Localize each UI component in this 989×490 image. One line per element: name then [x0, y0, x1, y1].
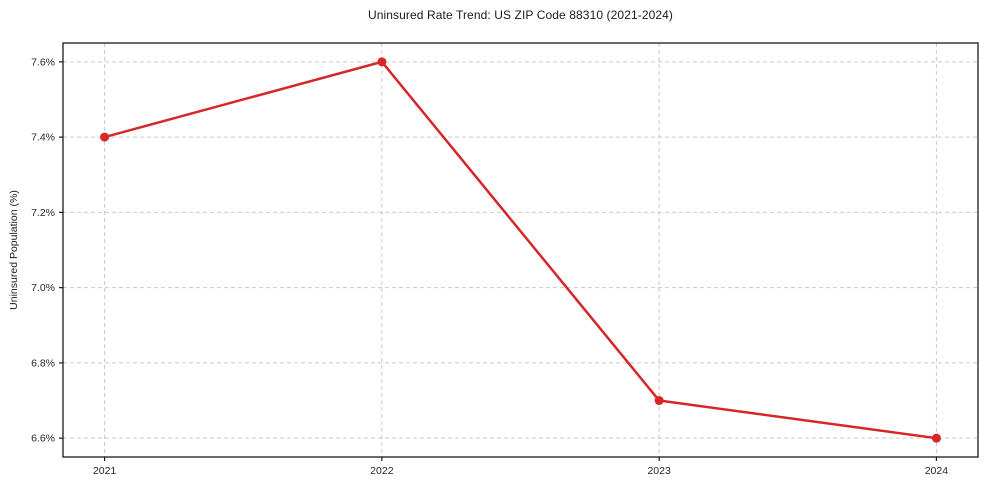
- y-tick-label: 7.4%: [31, 132, 55, 144]
- y-tick-label: 7.2%: [31, 207, 55, 219]
- data-point-marker: [654, 396, 664, 406]
- x-tick-label: 2022: [370, 465, 394, 477]
- plot-border: [62, 42, 979, 458]
- y-tick-label: 7.0%: [31, 282, 55, 294]
- data-point-marker: [931, 433, 941, 443]
- x-tick-label: 2024: [925, 465, 949, 477]
- x-tick-label: 2023: [647, 465, 671, 477]
- data-point-marker: [100, 132, 110, 142]
- y-tick-label: 6.8%: [31, 357, 55, 369]
- chart-title: Uninsured Rate Trend: US ZIP Code 88310 …: [367, 8, 674, 22]
- x-tick-label: 2021: [93, 465, 117, 477]
- y-tick-label: 7.6%: [31, 56, 55, 68]
- data-point-marker: [377, 57, 387, 67]
- trend-line: [103, 60, 938, 440]
- y-tick-label: 6.6%: [31, 433, 55, 445]
